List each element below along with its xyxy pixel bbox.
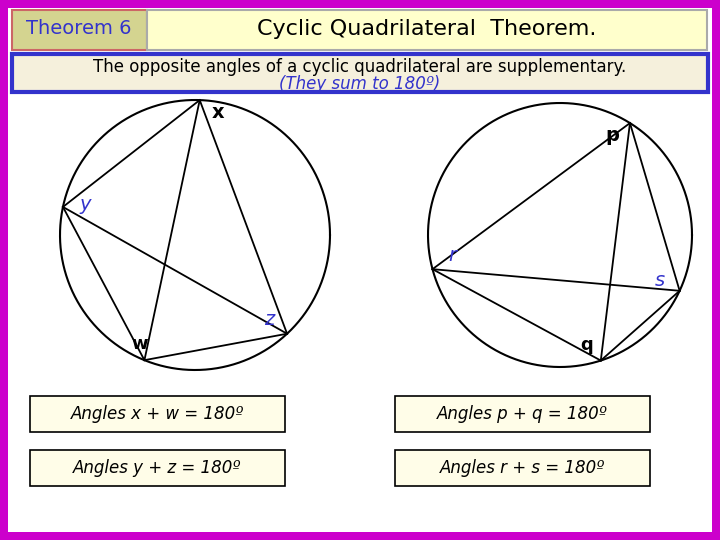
FancyBboxPatch shape	[30, 396, 285, 432]
Text: w: w	[131, 335, 148, 353]
Text: Angles y + z = 180º: Angles y + z = 180º	[73, 459, 242, 477]
Text: z: z	[264, 310, 274, 329]
Text: Angles r + s = 180º: Angles r + s = 180º	[440, 459, 605, 477]
FancyBboxPatch shape	[395, 396, 650, 432]
FancyBboxPatch shape	[147, 10, 707, 50]
Text: The opposite angles of a cyclic quadrilateral are supplementary.: The opposite angles of a cyclic quadrila…	[94, 58, 626, 76]
FancyBboxPatch shape	[12, 10, 147, 50]
FancyBboxPatch shape	[30, 450, 285, 486]
Text: (They sum to 180º): (They sum to 180º)	[279, 75, 441, 93]
Text: x: x	[212, 103, 224, 122]
Text: r: r	[449, 246, 456, 265]
FancyBboxPatch shape	[12, 54, 708, 92]
Text: Theorem 6: Theorem 6	[26, 19, 132, 38]
FancyBboxPatch shape	[8, 8, 712, 532]
Text: Angles x + w = 180º: Angles x + w = 180º	[71, 405, 244, 423]
Text: s: s	[654, 271, 665, 291]
Text: Angles p + q = 180º: Angles p + q = 180º	[437, 405, 608, 423]
Text: q: q	[580, 335, 593, 354]
Text: y: y	[79, 195, 91, 214]
Text: p: p	[605, 126, 619, 145]
Text: Cyclic Quadrilateral  Theorem.: Cyclic Quadrilateral Theorem.	[257, 19, 597, 39]
FancyBboxPatch shape	[395, 450, 650, 486]
